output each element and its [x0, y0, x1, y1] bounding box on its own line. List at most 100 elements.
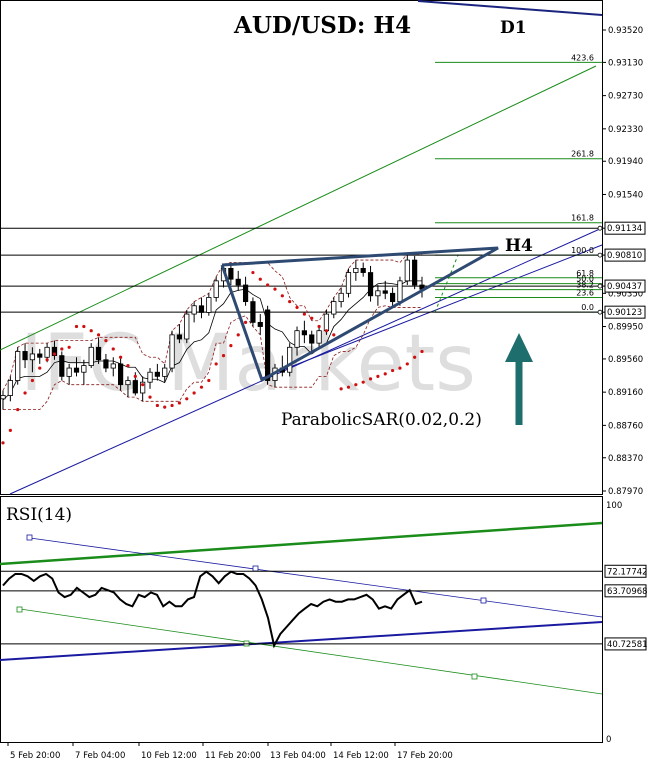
- candle: [242, 276, 249, 306]
- candle-body-bearish: [367, 272, 374, 297]
- time-tick-label: 17 Feb 20:00: [397, 751, 453, 761]
- candle: [140, 376, 146, 402]
- fibonacci-levels: 423.6 261.8 161.8 100.0 61.850.038.223.6 0.0: [434, 53, 602, 313]
- candle-body-bearish: [176, 334, 183, 340]
- channel-lower-line: [3, 305, 422, 410]
- candle: [59, 351, 65, 381]
- sar-dot: [214, 362, 218, 366]
- sar-dot: [207, 378, 211, 383]
- sar-dot: [89, 329, 93, 333]
- sar-dot: [82, 324, 86, 329]
- candle-body-bearish: [37, 353, 43, 358]
- time-axis: 5 Feb 20:00 7 Feb 04:00 10 Feb 12:00 11 Feb…: [7, 742, 453, 761]
- candle: [412, 255, 418, 290]
- sar-dot: [119, 355, 123, 359]
- price-label-box: [604, 305, 646, 319]
- sar-dot: [67, 345, 71, 349]
- sar-dot: [104, 339, 108, 343]
- candle: [301, 320, 307, 344]
- candle-body-bearish: [235, 278, 241, 286]
- fib-level-label: 61.8: [576, 269, 594, 278]
- time-tick-label: 7 Feb 04:00: [75, 751, 125, 761]
- sar-dot: [229, 344, 233, 348]
- sar-dot: [354, 383, 358, 387]
- candle: [184, 309, 190, 344]
- candle: [382, 280, 388, 300]
- candle: [73, 357, 80, 377]
- sar-dot: [295, 305, 299, 310]
- fib-level-label: 161.8: [571, 214, 594, 223]
- sar-dot: [413, 355, 417, 359]
- candle: [147, 368, 153, 389]
- candle: [110, 357, 116, 377]
- sar-dot: [317, 324, 321, 329]
- sar-dot: [236, 333, 240, 337]
- price-tick-label: 0.93520: [608, 26, 643, 36]
- sar-dot: [148, 395, 152, 399]
- candle-body-bullish: [44, 346, 50, 358]
- candle: [235, 270, 241, 291]
- price-tick-label: 0.89560: [608, 355, 643, 365]
- sar-dot: [141, 383, 145, 387]
- price-tick-label: 0.88760: [608, 421, 643, 431]
- sar-dot: [133, 374, 137, 378]
- sar-dot: [280, 294, 284, 298]
- candle-body-bullish: [316, 330, 322, 344]
- sar-dot: [74, 324, 79, 329]
- time-tick-label: 13 Feb 04:00: [270, 751, 326, 761]
- price-tick-label: 0.91540: [608, 190, 643, 200]
- candle: [294, 326, 300, 356]
- sar-dot: [45, 358, 49, 362]
- price-label-box: [604, 279, 646, 293]
- candle-body-bearish: [22, 351, 28, 361]
- candle-body-bullish: [81, 365, 87, 373]
- fib-anchor-line: [434, 254, 459, 313]
- candle: [176, 324, 183, 344]
- candle-body-bullish: [0, 395, 6, 400]
- rsi-tick-100: 100: [606, 501, 622, 511]
- support-resistance-lines: [0, 227, 602, 313]
- sar-dot: [30, 378, 35, 383]
- rsi-level-label: 40.72581: [607, 640, 648, 650]
- fib-level-label: 423.6: [571, 53, 594, 62]
- candle-body-bullish: [7, 380, 13, 396]
- fib-level-label: 23.6: [576, 288, 594, 297]
- rsi-tick-0: 0: [606, 735, 611, 745]
- sar-dot: [361, 380, 365, 384]
- fib-level-label: 100.0: [571, 246, 594, 255]
- candle-body-bearish: [51, 346, 58, 357]
- candle: [103, 353, 109, 373]
- rsi-level-box: [604, 584, 647, 598]
- candle-body-bearish: [103, 359, 109, 369]
- candle: [309, 330, 315, 352]
- price-tick-label: 0.89160: [608, 388, 643, 398]
- sar-dot: [23, 391, 27, 395]
- candle-body-bearish: [382, 290, 388, 294]
- time-tick-label: 5 Feb 20:00: [10, 751, 60, 761]
- candle-body-bearish: [198, 305, 205, 313]
- timeframe-d1-label: D1: [500, 18, 527, 38]
- candle: [169, 330, 175, 373]
- candle: [404, 254, 410, 286]
- candle: [206, 293, 212, 316]
- candle: [29, 347, 36, 373]
- candle-body-bearish: [95, 346, 102, 361]
- candle: [331, 297, 337, 319]
- candle-body-bullish: [397, 280, 403, 303]
- candle-body-bullish: [147, 371, 153, 383]
- timeframe-h4-label: H4: [505, 236, 533, 256]
- sar-dot: [346, 385, 351, 389]
- candle: [375, 285, 381, 306]
- price-tick-label: 0.92330: [608, 125, 643, 135]
- watermark: IFC Markets: [20, 319, 476, 409]
- rsi-level-label: 63.70968: [607, 587, 648, 597]
- candle-body-bullish: [184, 313, 190, 340]
- d1-trendline-top: [417, 0, 603, 16]
- sar-dot: [1, 441, 5, 445]
- time-tick-label: 14 Feb 12:00: [333, 751, 389, 761]
- rsi-trend-lines: [0, 521, 603, 695]
- level-handle-icon: [597, 225, 603, 231]
- candle-body-bullish: [140, 381, 146, 394]
- highlighted-price-label: 0.91134: [607, 224, 642, 234]
- indicator-label: ParabolicSAR(0.02,0.2): [281, 410, 482, 430]
